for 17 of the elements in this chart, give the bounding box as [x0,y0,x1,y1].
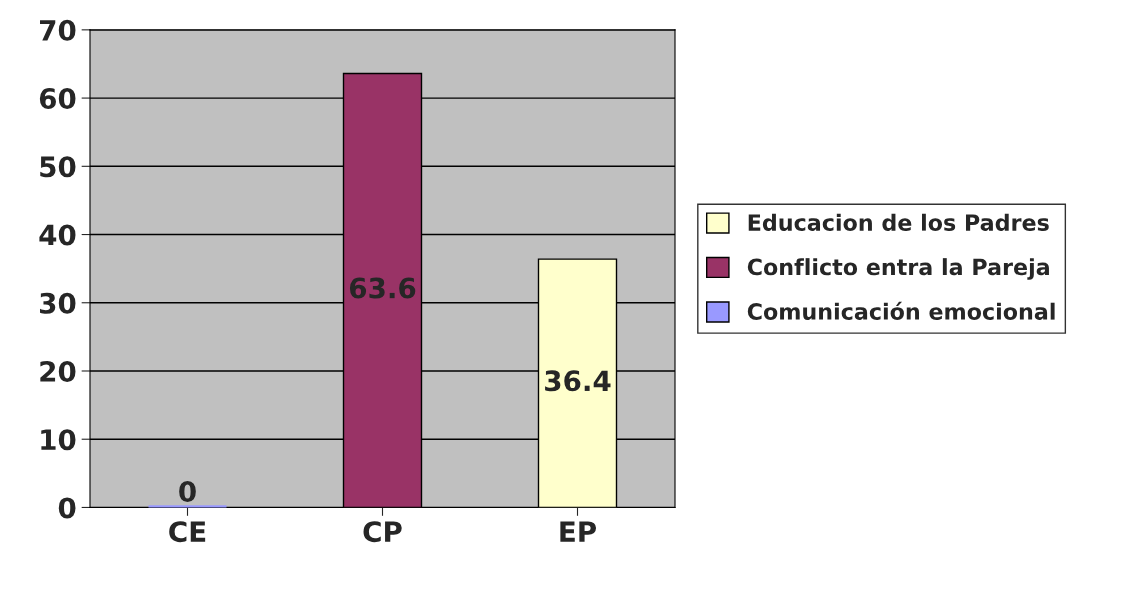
data-label: 63.6 [349,277,416,299]
y-tick-label: 50 [40,156,76,178]
y-tick-label: 30 [40,292,76,314]
y-tick-label: 60 [39,88,76,110]
x-tick-label: CP [363,521,402,543]
x-tick-label: CE [169,521,206,543]
legend-label: Educacion de los Padres [748,213,1049,231]
legend-label: Comunicación emocional [747,301,1055,320]
y-tick-label: 20 [40,360,76,382]
data-label: 36.4 [545,370,611,392]
y-tick-label: 10 [41,429,76,451]
y-tick-label: 40 [39,224,76,246]
legend-label: Conflicto entra la Pareja [747,258,1049,280]
y-tick-label: 0 [58,497,76,519]
data-label: 0 [179,481,196,503]
x-tick-label: EP [560,521,597,542]
y-tick-label: 70 [40,19,76,41]
